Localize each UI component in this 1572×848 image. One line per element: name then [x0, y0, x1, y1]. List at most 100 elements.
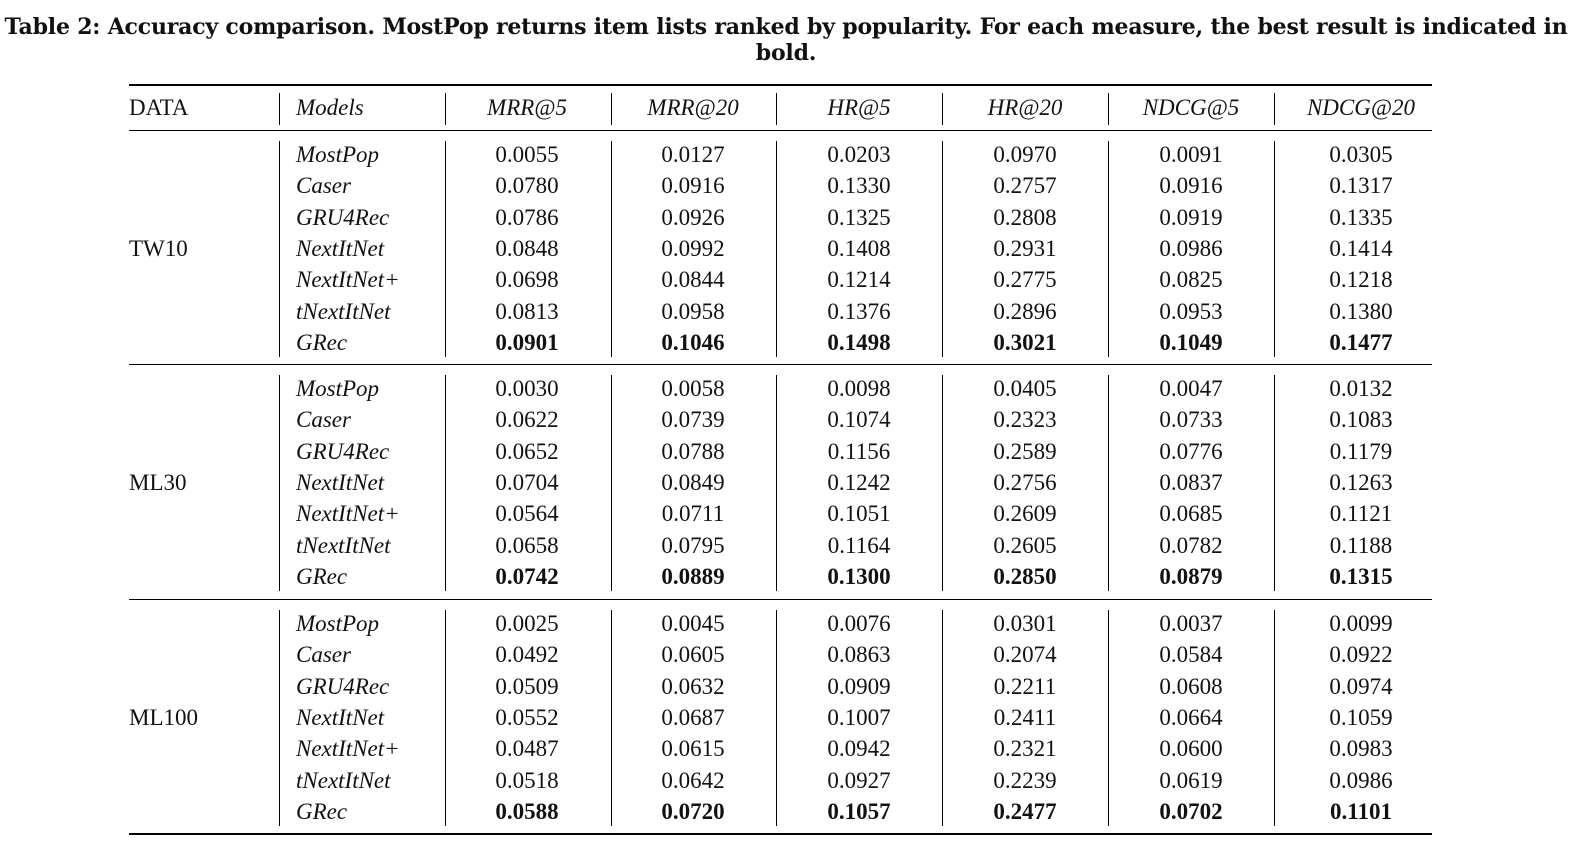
- metric-value: 0.0922: [1329, 642, 1393, 668]
- header-data: DATA: [129, 95, 189, 120]
- metric-value: 0.1317: [1329, 173, 1393, 199]
- column-divider: [1274, 375, 1275, 591]
- metric-value: 0.3021: [993, 329, 1057, 355]
- metric-value: 0.0487: [495, 736, 559, 762]
- table-rule: [129, 599, 1432, 600]
- model-name: NextItNet+: [296, 267, 400, 293]
- metric-value: 0.0916: [1159, 173, 1223, 199]
- metric-value: 0.1477: [1329, 329, 1393, 355]
- metric-value: 0.0704: [495, 469, 559, 495]
- metric-value: 0.1242: [827, 469, 891, 495]
- metric-value: 0.0927: [827, 767, 891, 793]
- metric-value: 0.2757: [993, 173, 1057, 199]
- metric-value: 0.2323: [993, 407, 1057, 433]
- column-divider: [1108, 375, 1109, 591]
- metric-value: 0.0552: [495, 704, 559, 730]
- metric-value: 0.0992: [661, 235, 725, 261]
- header-models: Models: [296, 95, 364, 120]
- metric-value: 0.1121: [1329, 501, 1393, 527]
- metric-value: 0.0986: [1159, 235, 1223, 261]
- metric-value: 0.0301: [993, 611, 1057, 636]
- metric-value: 0.2321: [993, 736, 1057, 762]
- metric-value: 0.1315: [1329, 563, 1393, 589]
- metric-value: 0.0813: [495, 298, 559, 324]
- metric-value: 0.0305: [1329, 142, 1393, 167]
- metric-value: 0.0509: [495, 673, 559, 699]
- column-divider: [1274, 610, 1275, 826]
- metric-value: 0.1300: [827, 563, 891, 589]
- metric-value: 0.1376: [827, 298, 891, 324]
- metric-value: 0.0776: [1159, 438, 1223, 464]
- metric-value: 0.0132: [1329, 376, 1393, 401]
- column-divider: [279, 610, 280, 826]
- metric-value: 0.0795: [661, 532, 725, 558]
- metric-value: 0.0658: [495, 532, 559, 558]
- table-rule: [129, 130, 1432, 131]
- metric-value: 0.0622: [495, 407, 559, 433]
- model-name: NextItNet+: [296, 501, 400, 527]
- metric-value: 0.0492: [495, 642, 559, 668]
- metric-value: 0.0733: [1159, 407, 1223, 433]
- metric-value: 0.1179: [1329, 438, 1393, 464]
- metric-value: 0.0926: [661, 204, 725, 230]
- column-divider: [776, 610, 777, 826]
- metric-value: 0.2477: [993, 798, 1057, 824]
- column-divider: [279, 93, 280, 125]
- metric-value: 0.0739: [661, 407, 725, 433]
- metric-value: 0.0600: [1159, 736, 1223, 762]
- column-divider: [445, 141, 446, 357]
- model-name: Caser: [296, 173, 351, 199]
- model-name: Caser: [296, 407, 351, 433]
- model-name: tNextItNet: [296, 298, 391, 324]
- metric-value: 0.0047: [1159, 376, 1223, 401]
- metric-value: 0.2756: [993, 469, 1057, 495]
- metric-value: 0.2896: [993, 298, 1057, 324]
- metric-value: 0.0588: [495, 798, 559, 824]
- metric-value: 0.0889: [661, 563, 725, 589]
- metric-value: 0.0025: [495, 611, 559, 636]
- metric-value: 0.1263: [1329, 469, 1393, 495]
- model-name: GRec: [296, 798, 348, 824]
- metric-value: 0.1007: [827, 704, 891, 730]
- metric-value: 0.0786: [495, 204, 559, 230]
- metric-value: 0.0742: [495, 563, 559, 589]
- metric-value: 0.0045: [661, 611, 725, 636]
- metric-value: 0.2074: [993, 642, 1057, 668]
- metric-value: 0.2931: [993, 235, 1057, 261]
- metric-value: 0.0848: [495, 235, 559, 261]
- metric-value: 0.0986: [1329, 767, 1393, 793]
- metric-value: 0.0058: [661, 376, 725, 401]
- metric-value: 0.0642: [661, 767, 725, 793]
- header-hr-at-5: HR@5: [827, 95, 891, 120]
- model-name: Caser: [296, 642, 351, 668]
- column-divider: [1108, 93, 1109, 125]
- metric-value: 0.0055: [495, 142, 559, 167]
- column-divider: [1274, 93, 1275, 125]
- model-name: GRU4Rec: [296, 673, 390, 699]
- metric-value: 0.0099: [1329, 611, 1393, 636]
- metric-value: 0.0127: [661, 142, 725, 167]
- model-name: NextItNet+: [296, 736, 400, 762]
- metric-value: 0.0919: [1159, 204, 1223, 230]
- metric-value: 0.1051: [827, 501, 891, 527]
- metric-value: 0.0632: [661, 673, 725, 699]
- model-name: GRU4Rec: [296, 204, 390, 230]
- metric-value: 0.0953: [1159, 298, 1223, 324]
- column-divider: [942, 375, 943, 591]
- table-rule: [129, 84, 1432, 86]
- column-divider: [942, 141, 943, 357]
- dataset-label: ML100: [129, 704, 198, 730]
- metric-value: 0.0844: [661, 267, 725, 293]
- metric-value: 0.0664: [1159, 704, 1223, 730]
- model-name: MostPop: [296, 376, 380, 401]
- model-name: tNextItNet: [296, 767, 391, 793]
- metric-value: 0.0608: [1159, 673, 1223, 699]
- metric-value: 0.1414: [1329, 235, 1393, 261]
- column-divider: [776, 141, 777, 357]
- dataset-label: TW10: [129, 235, 188, 261]
- metric-value: 0.2211: [993, 673, 1057, 699]
- metric-value: 0.1057: [827, 798, 891, 824]
- metric-value: 0.1046: [661, 329, 725, 355]
- metric-value: 0.0605: [661, 642, 725, 668]
- metric-value: 0.0037: [1159, 611, 1223, 636]
